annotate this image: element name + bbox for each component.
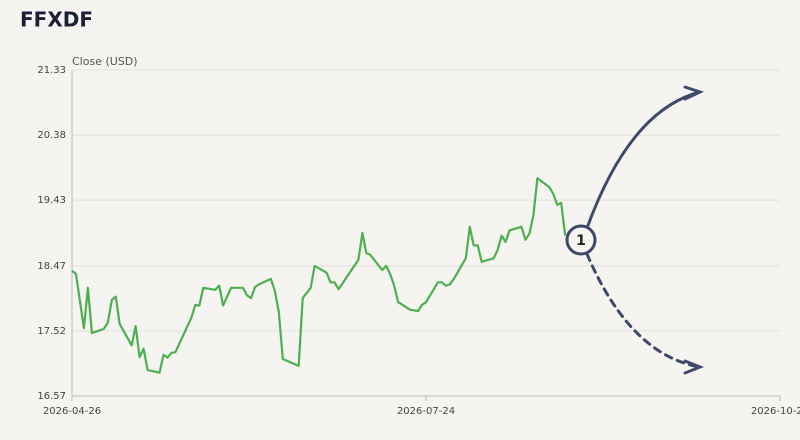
y-tick-label: 19.43 (37, 195, 66, 206)
price-line (71, 177, 567, 374)
y-tick-label: 17.52 (37, 326, 66, 337)
y-axis-label: Close (USD) (72, 55, 138, 68)
down-arrow-head (683, 359, 705, 375)
down-arrow (585, 252, 702, 369)
chart-title: FFXDF (20, 8, 93, 32)
up-arrow-head (683, 85, 705, 101)
y-tick-label: 21.33 (37, 65, 66, 76)
y-tick-label: 16.57 (37, 391, 66, 402)
annotation-marker (565, 224, 597, 256)
y-tick-label: 18.47 (37, 261, 66, 272)
x-tick-label: 2026-04-26 (43, 406, 101, 417)
x-tick-label: 2026-10-21 (751, 406, 800, 417)
y-tick-label: 20.38 (37, 130, 66, 141)
plot-area: 16.57 17.52 18.47 19.43 20.38 21.33 2026-04-26… (37, 65, 800, 417)
annotation-label: 1 (576, 233, 586, 249)
forecast-arrows (585, 85, 705, 375)
up-arrow (585, 90, 702, 230)
x-tick-label: 2026-07-24 (397, 406, 455, 417)
